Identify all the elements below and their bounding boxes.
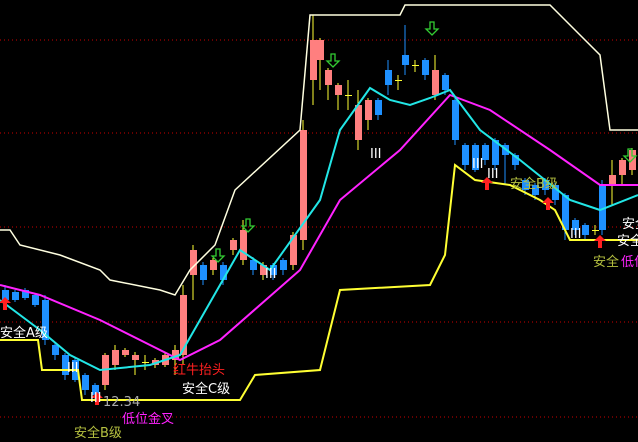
- candle-body: [402, 55, 409, 65]
- candle-body: [132, 355, 139, 360]
- down-arrow-icon: [424, 21, 440, 36]
- candle-body: [619, 160, 626, 175]
- up-arrow-icon: [481, 177, 493, 190]
- fast-ma-line: [0, 86, 638, 372]
- signal-label: 安全A级: [0, 325, 48, 341]
- candle-body: [442, 75, 449, 90]
- candle-body: [532, 185, 539, 195]
- candle-body: [22, 290, 29, 298]
- candle-body: [572, 220, 579, 230]
- candle-body: [365, 100, 372, 120]
- candle-body: [482, 145, 489, 160]
- candle-body: [462, 145, 469, 165]
- signal-label: 安全A: [617, 233, 638, 249]
- candle-body: [42, 300, 49, 340]
- pattern-mark: III: [265, 267, 277, 282]
- pattern-mark: III: [472, 157, 484, 172]
- candle-body: [492, 140, 499, 165]
- candle-body: [355, 105, 362, 140]
- up-arrow-icon: [0, 297, 11, 310]
- signal-label: 12.34: [103, 395, 140, 410]
- signal-label: 安全: [622, 216, 638, 232]
- candle-body: [592, 230, 599, 231]
- candle-body: [345, 95, 352, 96]
- down-arrow-icon: [325, 53, 341, 68]
- pattern-mark: III: [90, 391, 102, 406]
- candle-body: [82, 375, 89, 390]
- signal-label: 安全B级: [74, 425, 122, 441]
- candle-body: [62, 355, 69, 375]
- candle-body: [172, 350, 179, 360]
- candle-body: [335, 85, 342, 95]
- candle-body: [452, 100, 459, 140]
- candle-body: [375, 100, 382, 115]
- lower-band-line: [0, 163, 638, 401]
- candle-body: [32, 295, 39, 305]
- candle-body: [142, 362, 149, 363]
- candle-body: [12, 292, 19, 300]
- candle-body: [325, 70, 332, 85]
- signal-label: 安全: [593, 254, 619, 270]
- candle-body: [562, 195, 569, 230]
- up-arrow-icon: [594, 235, 606, 248]
- down-arrow-icon: [210, 248, 226, 263]
- candle-body: [512, 155, 519, 165]
- pattern-mark: III: [67, 361, 79, 376]
- candle-body: [190, 250, 197, 275]
- candle-body: [412, 65, 419, 66]
- signal-label: 红牛抬头: [173, 362, 225, 378]
- up-arrow-icon: [91, 392, 103, 405]
- candle-body: [180, 295, 187, 355]
- candle-body: [122, 350, 129, 355]
- candle-body: [230, 240, 237, 250]
- candle-body: [280, 260, 287, 270]
- candle-body: [200, 265, 207, 280]
- candle-body: [472, 145, 479, 170]
- candle-body: [609, 175, 616, 185]
- candle-body: [2, 290, 9, 300]
- candle-body: [52, 345, 59, 355]
- candle-body: [310, 40, 317, 80]
- candle-body: [240, 230, 247, 260]
- pattern-mark: III: [370, 147, 382, 162]
- down-arrow-icon: [622, 148, 638, 163]
- candle-body: [260, 265, 267, 275]
- candle-body: [385, 70, 392, 85]
- candle-body: [112, 350, 119, 365]
- candle-body: [582, 225, 589, 235]
- upper-band-line: [0, 4, 638, 296]
- candle-body: [92, 385, 99, 395]
- candle-body: [290, 235, 297, 265]
- candle-body: [422, 60, 429, 75]
- candle-body: [522, 180, 529, 190]
- pattern-mark: III: [570, 227, 582, 242]
- candle-body: [432, 70, 439, 95]
- signal-label: 低位金叉: [122, 411, 174, 427]
- candle-body: [220, 265, 227, 280]
- down-arrow-icon: [240, 218, 256, 233]
- candle-body: [552, 185, 559, 200]
- candle-body: [250, 260, 257, 270]
- candle-body: [210, 260, 217, 270]
- candle-body: [270, 265, 277, 275]
- candle-body: [542, 180, 549, 190]
- candle-body: [599, 185, 606, 230]
- candle-body: [317, 40, 324, 60]
- candle-body: [300, 130, 307, 240]
- slow-ma-line: [0, 93, 638, 362]
- up-arrow-icon: [542, 197, 554, 210]
- signal-label: 低位: [621, 255, 638, 270]
- candle-body: [395, 80, 402, 81]
- signal-label: 安全C级: [182, 381, 230, 397]
- signal-label: 安全B级: [510, 176, 558, 192]
- pattern-mark: III: [487, 167, 499, 182]
